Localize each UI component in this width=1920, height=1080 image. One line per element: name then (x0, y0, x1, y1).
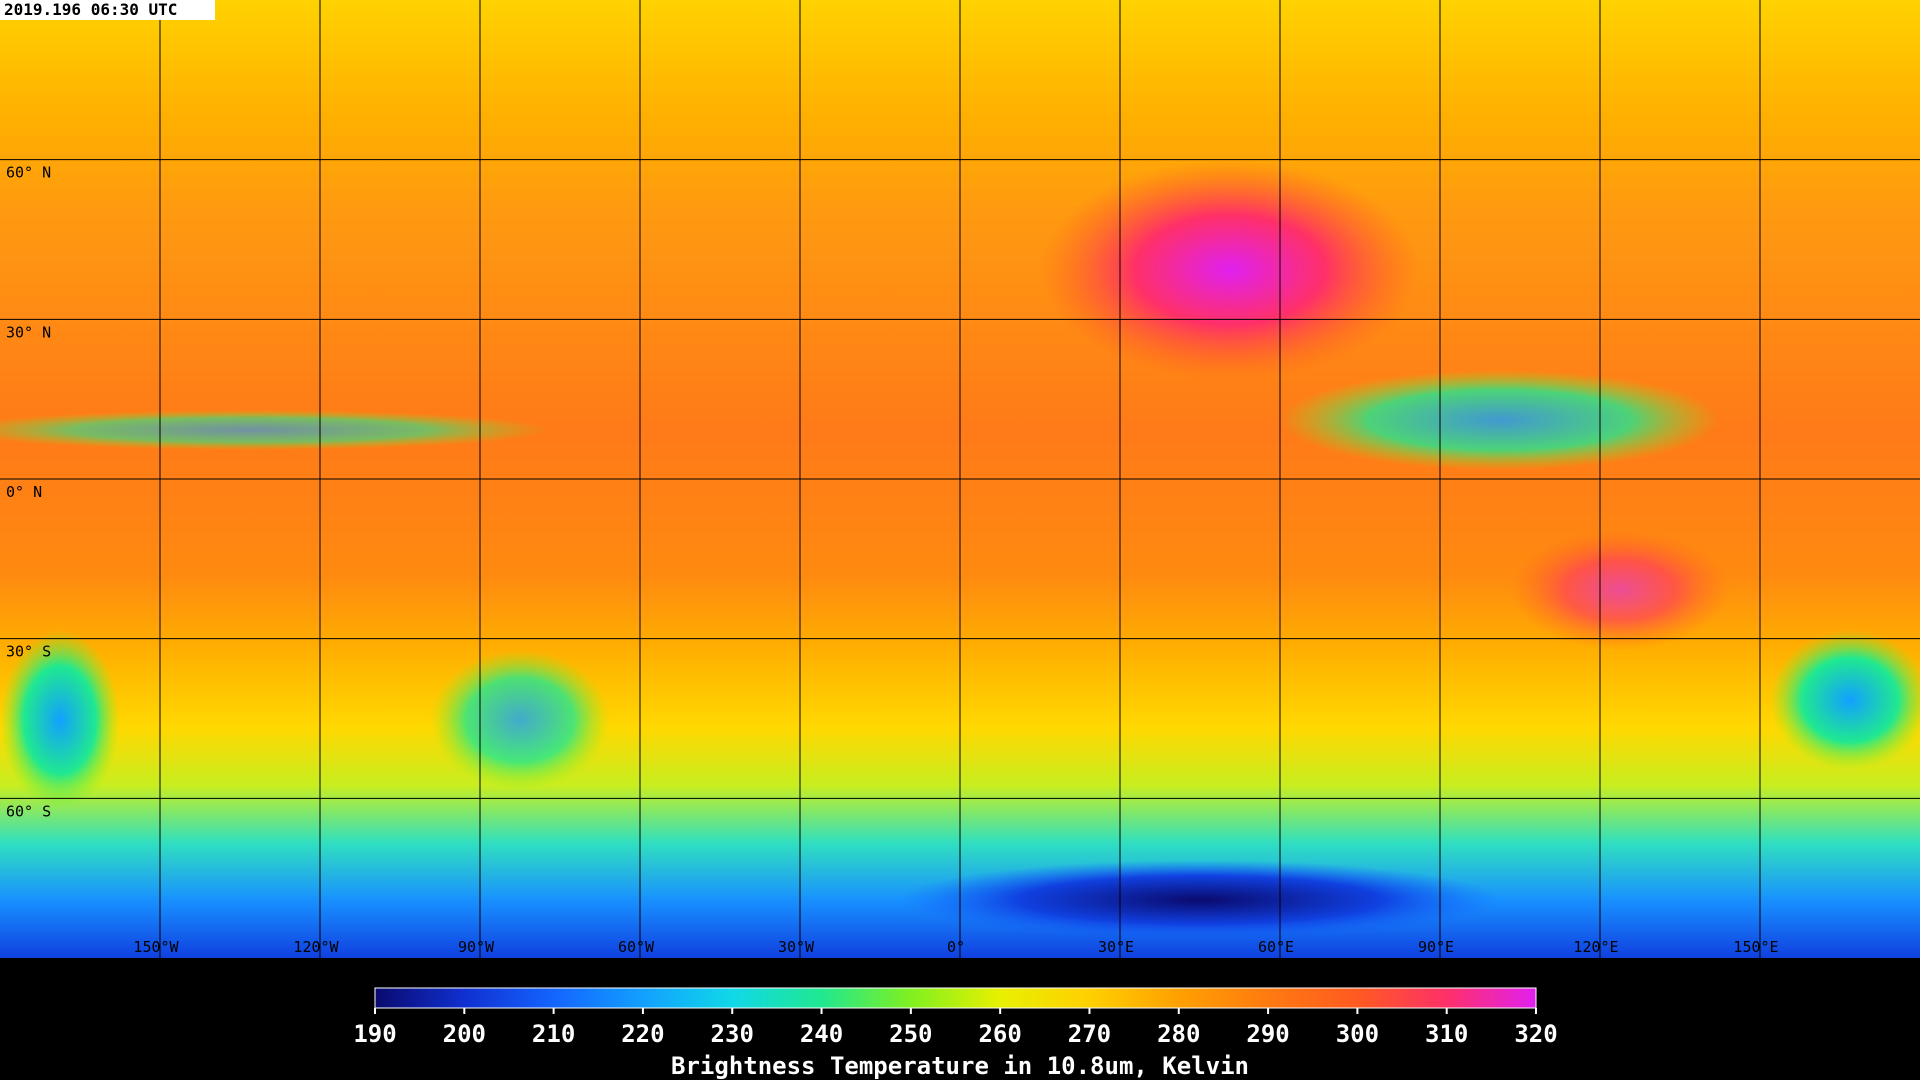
lat-label: 60° S (6, 802, 51, 820)
cloud-band (0, 410, 550, 450)
cloud-band (430, 650, 610, 790)
cold-region (900, 860, 1500, 940)
lon-label: 90°W (458, 938, 495, 956)
colorbar-title: Brightness Temperature in 10.8um, Kelvin (671, 1052, 1249, 1080)
lat-label: 30° S (6, 643, 51, 661)
hot-region (1040, 160, 1420, 380)
colorbar-tick-label: 270 (1068, 1020, 1111, 1048)
colorbar-tick-label: 240 (800, 1020, 843, 1048)
lon-label: 30°W (778, 938, 815, 956)
cloud-band (1770, 630, 1920, 770)
colorbar-tick-label: 250 (889, 1020, 932, 1048)
colorbar-tick-label: 280 (1157, 1020, 1200, 1048)
colorbar-tick-label: 260 (978, 1020, 1021, 1048)
colorbar: Brightness Temperature in 10.8um, Kelvin… (353, 987, 1558, 1080)
colorbar-tick-label: 300 (1336, 1020, 1379, 1048)
colorbar-tick-label: 210 (532, 1020, 575, 1048)
cloud-band (1280, 370, 1720, 470)
timestamp-box (0, 0, 215, 20)
colorbar-tick-label: 320 (1514, 1020, 1557, 1048)
lon-label: 120°W (293, 938, 339, 956)
colorbar-tick-label: 230 (711, 1020, 754, 1048)
lat-label: 30° N (6, 323, 51, 341)
lon-label: 60°W (618, 938, 655, 956)
colorbar-tick-label: 310 (1425, 1020, 1468, 1048)
lon-label: 150°E (1733, 938, 1778, 956)
hot-region (1510, 530, 1730, 650)
colorbar-tick-label: 190 (353, 1020, 396, 1048)
timestamp: 2019.196 06:30 UTC (4, 0, 177, 19)
graticule: 60° N 30° N 0° N 30° S 60° S 150°W 120°W 90°W 60… (0, 0, 1920, 958)
lon-label: 150°W (133, 938, 179, 956)
lat-label: 60° N (6, 164, 51, 182)
lon-label: 60°E (1258, 938, 1294, 956)
lon-label: 0° (947, 938, 965, 956)
lat-label: 0° N (6, 483, 42, 501)
lon-label: 90°E (1418, 938, 1454, 956)
colorbar-tick-label: 290 (1246, 1020, 1289, 1048)
map: 60° N 30° N 0° N 30° S 60° S 150°W 120°W 90°W 60… (0, 0, 1920, 958)
colorbar-tick-label: 200 (443, 1020, 486, 1048)
colorbar-ramp (374, 987, 1537, 1009)
lon-label: 30°E (1098, 938, 1134, 956)
cloud-band (0, 630, 120, 810)
colorbar-tick-label: 220 (621, 1020, 664, 1048)
lon-label: 120°E (1573, 938, 1618, 956)
